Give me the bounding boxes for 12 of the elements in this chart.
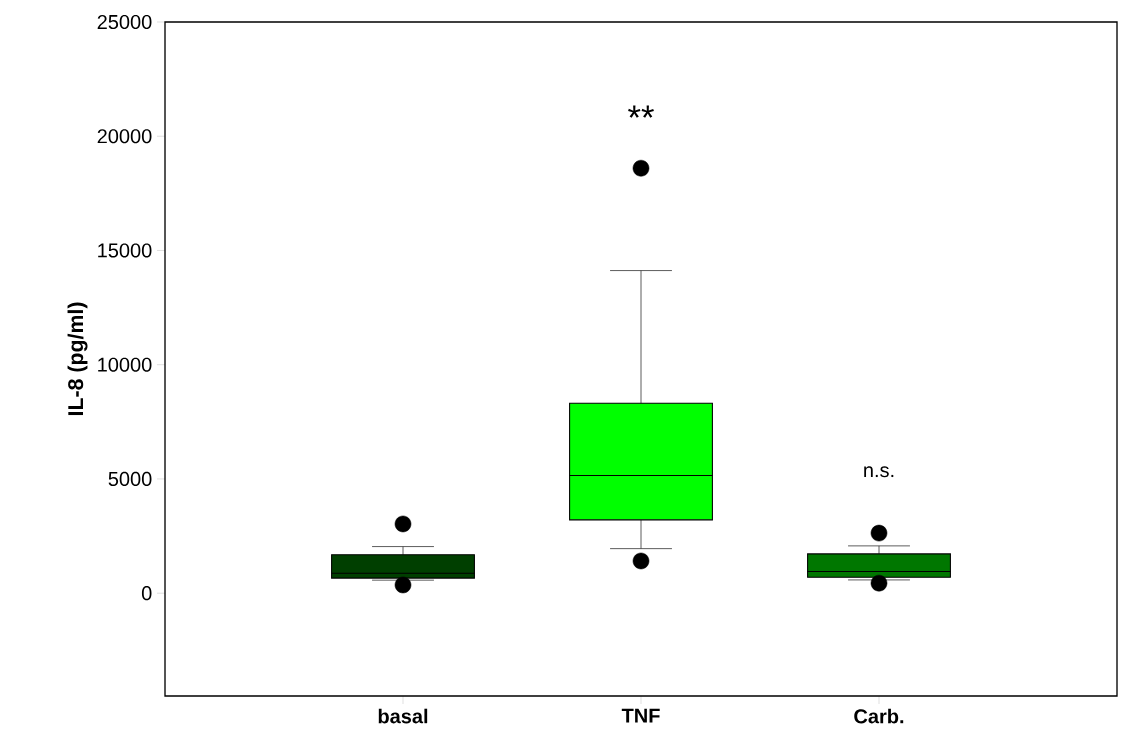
y-tick-label: 0: [141, 586, 152, 601]
annotation: **: [628, 105, 654, 118]
x-tick-label: basal: [378, 708, 428, 724]
y-tick-label: 5000: [108, 471, 152, 487]
y-tick-label: 25000: [97, 14, 152, 30]
y-tick-label: 20000: [97, 129, 152, 144]
annotation: n.s.: [864, 466, 894, 478]
x-tick-label: TNF: [621, 708, 660, 723]
y-axis-title: IL-8 (pg/ml): [67, 302, 88, 416]
y-tick-label: 15000: [98, 243, 152, 258]
y-tick-label: 10000: [98, 357, 152, 372]
x-tick-label: Carb.: [854, 708, 904, 724]
